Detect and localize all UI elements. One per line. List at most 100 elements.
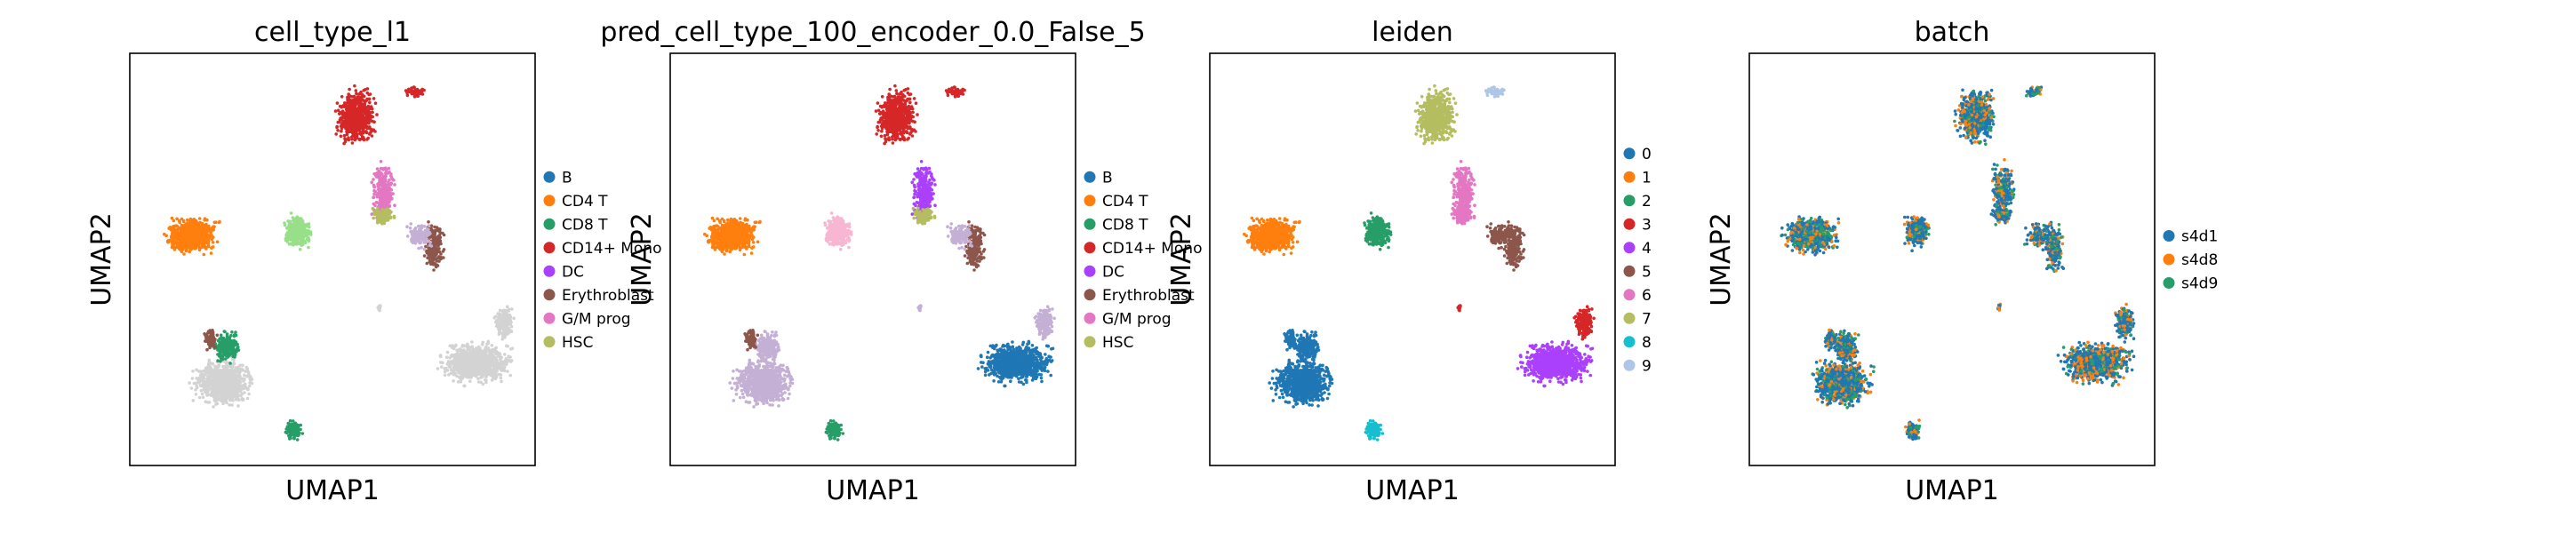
legend-marker <box>544 336 556 347</box>
scatter-point <box>498 355 501 359</box>
scatter-point <box>182 252 186 256</box>
scatter-point <box>375 113 379 116</box>
scatter-point <box>437 259 441 263</box>
scatter-point <box>198 396 202 400</box>
scatter-point <box>420 237 424 241</box>
scatter-point <box>229 369 233 372</box>
scatter-point <box>472 374 476 378</box>
scatter-point <box>503 366 507 370</box>
scatter-point <box>380 190 384 194</box>
scatter-point <box>502 326 506 330</box>
scatter-point <box>173 228 177 232</box>
scatter-point <box>221 347 225 351</box>
scatter-point <box>197 370 201 373</box>
scatter-point <box>340 123 344 126</box>
scatter-point <box>228 380 232 384</box>
scatter-point <box>236 396 240 400</box>
scatter-point <box>208 401 212 404</box>
scatter-point <box>349 123 353 127</box>
scatter-point <box>201 235 204 239</box>
scatter-points <box>703 84 1056 442</box>
scatter-point <box>368 101 372 105</box>
scatter-point <box>233 344 236 347</box>
scatter-point <box>246 397 250 401</box>
scatter-point <box>216 334 220 338</box>
scatter-point <box>430 244 434 248</box>
scatter-point <box>185 250 188 253</box>
legend-marker <box>544 171 556 183</box>
scatter-point <box>221 339 225 343</box>
scatter-point <box>232 358 236 362</box>
scatter-point <box>221 395 225 399</box>
scatter-point <box>381 195 385 198</box>
scatter-point <box>204 370 208 373</box>
scatter-point <box>233 355 236 359</box>
scatter-point <box>414 92 418 96</box>
scatter-point <box>201 393 204 396</box>
scatter-point <box>184 233 188 236</box>
scatter-point <box>334 109 338 113</box>
scatter-point <box>175 218 179 221</box>
scatter-point <box>373 130 377 133</box>
scatter-point <box>289 223 292 227</box>
scatter-point <box>299 234 302 237</box>
scatter-point <box>383 200 387 203</box>
scatter-point <box>356 115 360 119</box>
scatter-point <box>446 351 450 354</box>
scatter-point <box>183 227 187 231</box>
scatter-point <box>297 426 300 429</box>
scatter-point <box>291 227 294 231</box>
scatter-point <box>453 372 457 376</box>
scatter-point <box>393 183 396 187</box>
scatter-point <box>342 125 346 129</box>
scatter-point <box>223 330 227 334</box>
scatter-point <box>389 216 393 219</box>
scatter-point <box>299 248 302 251</box>
scatter-point <box>236 404 240 408</box>
legend-label: HSC <box>562 334 593 352</box>
scatter-point <box>409 227 412 230</box>
scatter-point <box>204 217 207 220</box>
scatter-point <box>203 332 206 336</box>
scatter-point <box>376 221 380 225</box>
legend-marker <box>544 195 556 206</box>
scatter-point <box>372 196 375 200</box>
scatter-point <box>485 375 489 378</box>
scatter-point <box>302 225 306 228</box>
x-axis-label: UMAP1 <box>285 475 380 506</box>
scatter-point <box>424 238 428 242</box>
scatter-point <box>876 129 880 132</box>
scatter-point <box>223 365 227 369</box>
scatter-point <box>356 102 359 106</box>
scatter-point <box>348 88 351 91</box>
scatter-point <box>383 211 387 214</box>
scatter-point <box>379 220 382 224</box>
scatter-point <box>372 189 376 193</box>
scatter-point <box>372 217 375 220</box>
scatter-point <box>441 362 444 365</box>
scatter-point <box>354 129 357 132</box>
scatter-point <box>308 240 311 243</box>
scatter-point <box>366 109 370 113</box>
scatter-point <box>178 241 181 244</box>
scatter-point <box>223 353 227 356</box>
scatter-point <box>346 113 349 116</box>
scatter-point <box>182 219 186 223</box>
scatter-point <box>370 181 373 185</box>
scatter-point <box>411 233 414 236</box>
scatter-point <box>218 354 221 358</box>
scatter-point <box>501 338 505 341</box>
scatter-point <box>436 367 440 370</box>
legend-marker <box>544 289 556 300</box>
plot-frame <box>130 53 535 465</box>
scatter-point <box>172 225 175 228</box>
scatter-point <box>508 374 512 378</box>
scatter-point <box>291 430 294 434</box>
scatter-point <box>383 175 387 179</box>
scatter-point <box>482 351 485 354</box>
scatter-point <box>196 240 199 243</box>
scatter-point <box>479 363 483 367</box>
scatter-point <box>479 376 483 379</box>
scatter-point <box>378 305 381 308</box>
scatter-point <box>911 134 915 138</box>
